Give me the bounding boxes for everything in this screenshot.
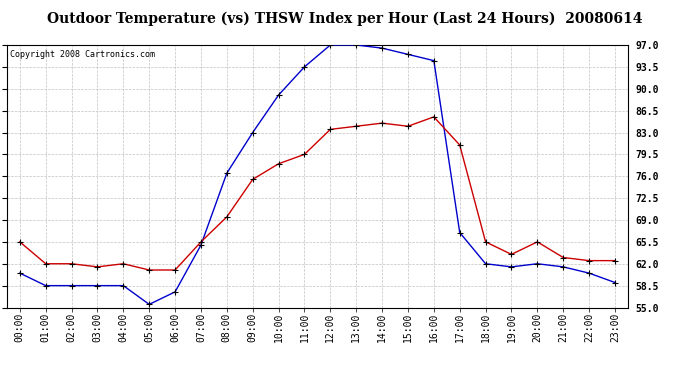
Text: Outdoor Temperature (vs) THSW Index per Hour (Last 24 Hours)  20080614: Outdoor Temperature (vs) THSW Index per … — [47, 11, 643, 26]
Text: Copyright 2008 Cartronics.com: Copyright 2008 Cartronics.com — [10, 50, 155, 59]
